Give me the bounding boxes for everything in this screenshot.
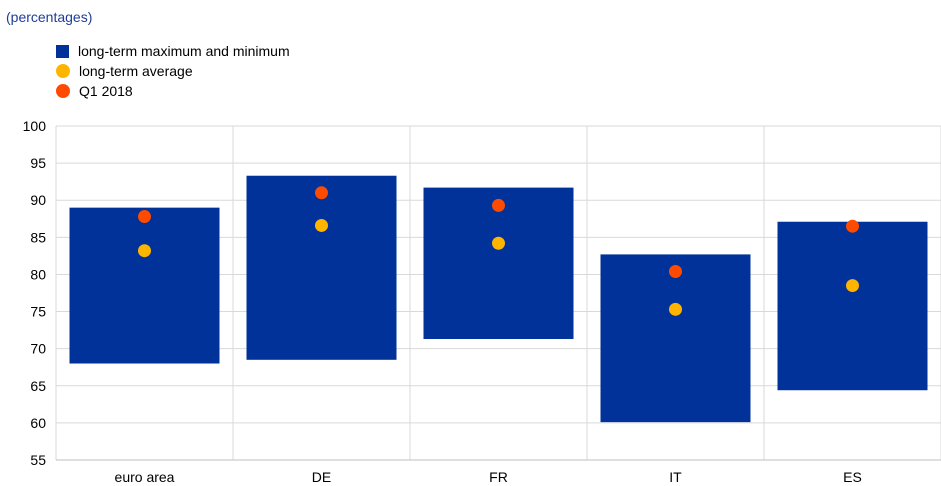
average-point-de bbox=[315, 218, 328, 232]
range-bar-es bbox=[777, 221, 928, 391]
range-bar-it bbox=[600, 254, 751, 423]
x-tick-label-euro-area: euro area bbox=[115, 469, 175, 485]
q1-2018-point-euro-area bbox=[138, 210, 151, 224]
range-bar-de bbox=[246, 175, 397, 360]
legend-item-q1-2018: Q1 2018 bbox=[56, 81, 290, 101]
y-tick-label-85: 85 bbox=[30, 229, 46, 245]
legend-label-range: long-term maximum and minimum bbox=[78, 43, 290, 59]
range-bar-euro-area bbox=[69, 207, 220, 364]
y-tick-label-55: 55 bbox=[30, 452, 46, 468]
legend-label-q1-2018: Q1 2018 bbox=[79, 83, 133, 99]
y-tick-label-80: 80 bbox=[30, 266, 46, 282]
average-point-euro-area bbox=[138, 244, 151, 258]
q1-2018-point-it bbox=[669, 264, 682, 278]
legend-swatch-average bbox=[56, 64, 70, 78]
legend-swatch-range bbox=[56, 44, 69, 58]
q1-2018-point-es bbox=[846, 219, 859, 233]
y-tick-label-60: 60 bbox=[30, 415, 46, 431]
x-tick-label-es: ES bbox=[843, 469, 862, 485]
x-tick-label-de: DE bbox=[312, 469, 331, 485]
y-tick-label-75: 75 bbox=[30, 304, 46, 320]
y-tick-label-65: 65 bbox=[30, 378, 46, 394]
average-point-fr bbox=[492, 236, 505, 250]
average-point-es bbox=[846, 279, 859, 293]
x-tick-label-fr: FR bbox=[489, 469, 508, 485]
legend-item-range: long-term maximum and minimum bbox=[56, 41, 290, 61]
y-tick-label-100: 100 bbox=[23, 118, 47, 134]
legend-item-average: long-term average bbox=[56, 61, 290, 81]
chart-subtitle: (percentages) bbox=[6, 9, 93, 25]
legend-label-average: long-term average bbox=[79, 63, 193, 79]
x-tick-label-it: IT bbox=[669, 469, 682, 485]
q1-2018-point-de bbox=[315, 186, 328, 200]
range-bar-fr bbox=[423, 187, 574, 340]
average-point-it bbox=[669, 302, 682, 316]
y-tick-label-70: 70 bbox=[30, 341, 46, 357]
q1-2018-point-fr bbox=[492, 198, 505, 212]
legend-swatch-q1-2018 bbox=[56, 84, 70, 98]
y-tick-label-95: 95 bbox=[30, 155, 46, 171]
legend: long-term maximum and minimum long-term … bbox=[56, 41, 290, 101]
y-tick-label-90: 90 bbox=[30, 192, 46, 208]
